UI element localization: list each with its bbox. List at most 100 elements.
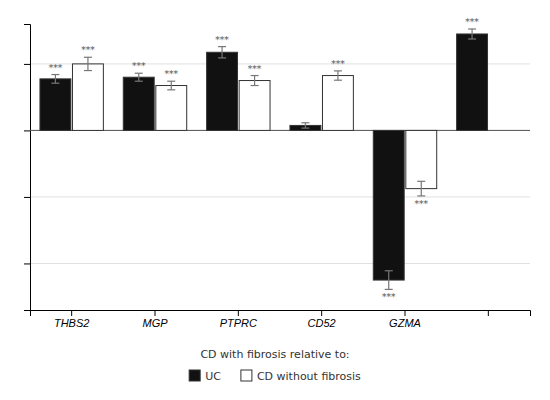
error-cap: [51, 74, 59, 75]
error-cap: [301, 122, 309, 123]
x-tick: [488, 310, 489, 316]
y-tick: [24, 64, 30, 65]
annotations: ******************************: [49, 17, 480, 302]
y-axis-line: [24, 25, 31, 311]
error-cap: [135, 73, 143, 74]
error-bar: [51, 75, 59, 84]
bar: [373, 130, 404, 280]
y-axis: [24, 25, 31, 311]
zero-line: [30, 130, 530, 131]
y-tick-mark: [24, 130, 30, 131]
y-tick: [24, 197, 30, 198]
error-cap: [385, 289, 393, 290]
legend-swatch: [241, 370, 252, 381]
error-cap: [417, 195, 425, 196]
grid: [30, 64, 530, 264]
x-tick: GZMA: [389, 310, 421, 329]
x-axis: THBS2MGPPTPRCCD52GZMA: [31, 310, 531, 329]
y-tick: [24, 263, 30, 264]
x-axis-line: [31, 311, 531, 317]
bar: [406, 130, 437, 188]
error-cap: [135, 81, 143, 82]
bar: [123, 77, 154, 130]
bar: [239, 81, 270, 131]
legend-items: UC CD without fibrosis: [189, 370, 361, 383]
error-cap: [334, 80, 342, 81]
error-cap: [301, 127, 309, 128]
x-tick-mark: [488, 310, 489, 316]
plot: THBS2MGPPTPRCCD52GZMA*******************…: [24, 17, 531, 329]
legend-item: UC: [189, 370, 221, 383]
error-line: [305, 123, 306, 128]
error-line: [55, 75, 56, 84]
bar: [322, 76, 353, 131]
y-tick: [24, 130, 30, 131]
y-tick-mark: [24, 64, 30, 65]
marks: [40, 29, 488, 289]
legend-title: CD with fibrosis relative to:: [200, 348, 349, 361]
error-bar: [417, 181, 425, 196]
error-cap: [417, 181, 425, 182]
error-line: [87, 57, 88, 70]
significance-label: ***: [415, 199, 429, 209]
error-cap: [334, 70, 342, 71]
significance-label: ***: [465, 17, 479, 27]
bar: [457, 34, 488, 130]
y-tick-mark: [24, 197, 30, 198]
x-tick-label: MGP: [142, 317, 168, 329]
error-line: [138, 73, 139, 81]
bar: [156, 86, 187, 131]
x-tick-label: PTPRC: [220, 317, 257, 329]
error-bar: [84, 57, 92, 70]
error-cap: [385, 270, 393, 271]
bar: [40, 79, 71, 131]
legend-label: CD without fibrosis: [257, 370, 361, 383]
error-line: [221, 47, 222, 58]
x-tick-label: CD52: [308, 317, 336, 329]
legend-item: CD without fibrosis: [241, 370, 361, 383]
significance-label: ***: [215, 35, 229, 45]
error-line: [254, 76, 255, 86]
significance-label: ***: [132, 61, 146, 71]
bar: [72, 64, 103, 131]
error-cap: [251, 75, 259, 76]
significance-label: ***: [331, 59, 345, 69]
error-cap: [468, 38, 476, 39]
error-cap: [218, 46, 226, 47]
error-line: [471, 29, 472, 39]
significance-label: ***: [49, 63, 63, 73]
error-cap: [51, 83, 59, 84]
error-cap: [84, 57, 92, 58]
error-cap: [468, 28, 476, 29]
chart: THBS2MGPPTPRCCD52GZMA*******************…: [0, 0, 550, 400]
x-tick-mark: [405, 310, 406, 316]
error-cap: [167, 81, 175, 82]
x-tick-mark: [321, 310, 322, 316]
x-tick-label: GZMA: [389, 317, 421, 329]
series: [40, 29, 488, 289]
legend-swatch: [189, 370, 200, 381]
error-bar: [385, 271, 393, 290]
legend: CD with fibrosis relative to: UC CD withou…: [189, 348, 361, 383]
grid-line: [30, 130, 530, 131]
error-bar: [468, 29, 476, 39]
significance-label: ***: [165, 69, 179, 79]
grid-line: [30, 63, 530, 64]
error-line: [337, 71, 338, 80]
grid-line: [30, 263, 530, 264]
significance-label: ***: [81, 45, 95, 55]
x-tick: PTPRC: [220, 310, 257, 329]
x-tick-mark: [238, 310, 239, 316]
error-line: [171, 81, 172, 90]
series: [72, 57, 436, 196]
y-tick-mark: [24, 263, 30, 264]
bar: [207, 52, 238, 130]
grid-line: [30, 196, 530, 197]
error-bar: [167, 81, 175, 90]
legend-label: UC: [205, 370, 221, 383]
error-line: [388, 271, 389, 290]
error-line: [421, 181, 422, 196]
error-cap: [251, 85, 259, 86]
error-bar: [135, 73, 143, 81]
significance-label: ***: [382, 292, 396, 302]
